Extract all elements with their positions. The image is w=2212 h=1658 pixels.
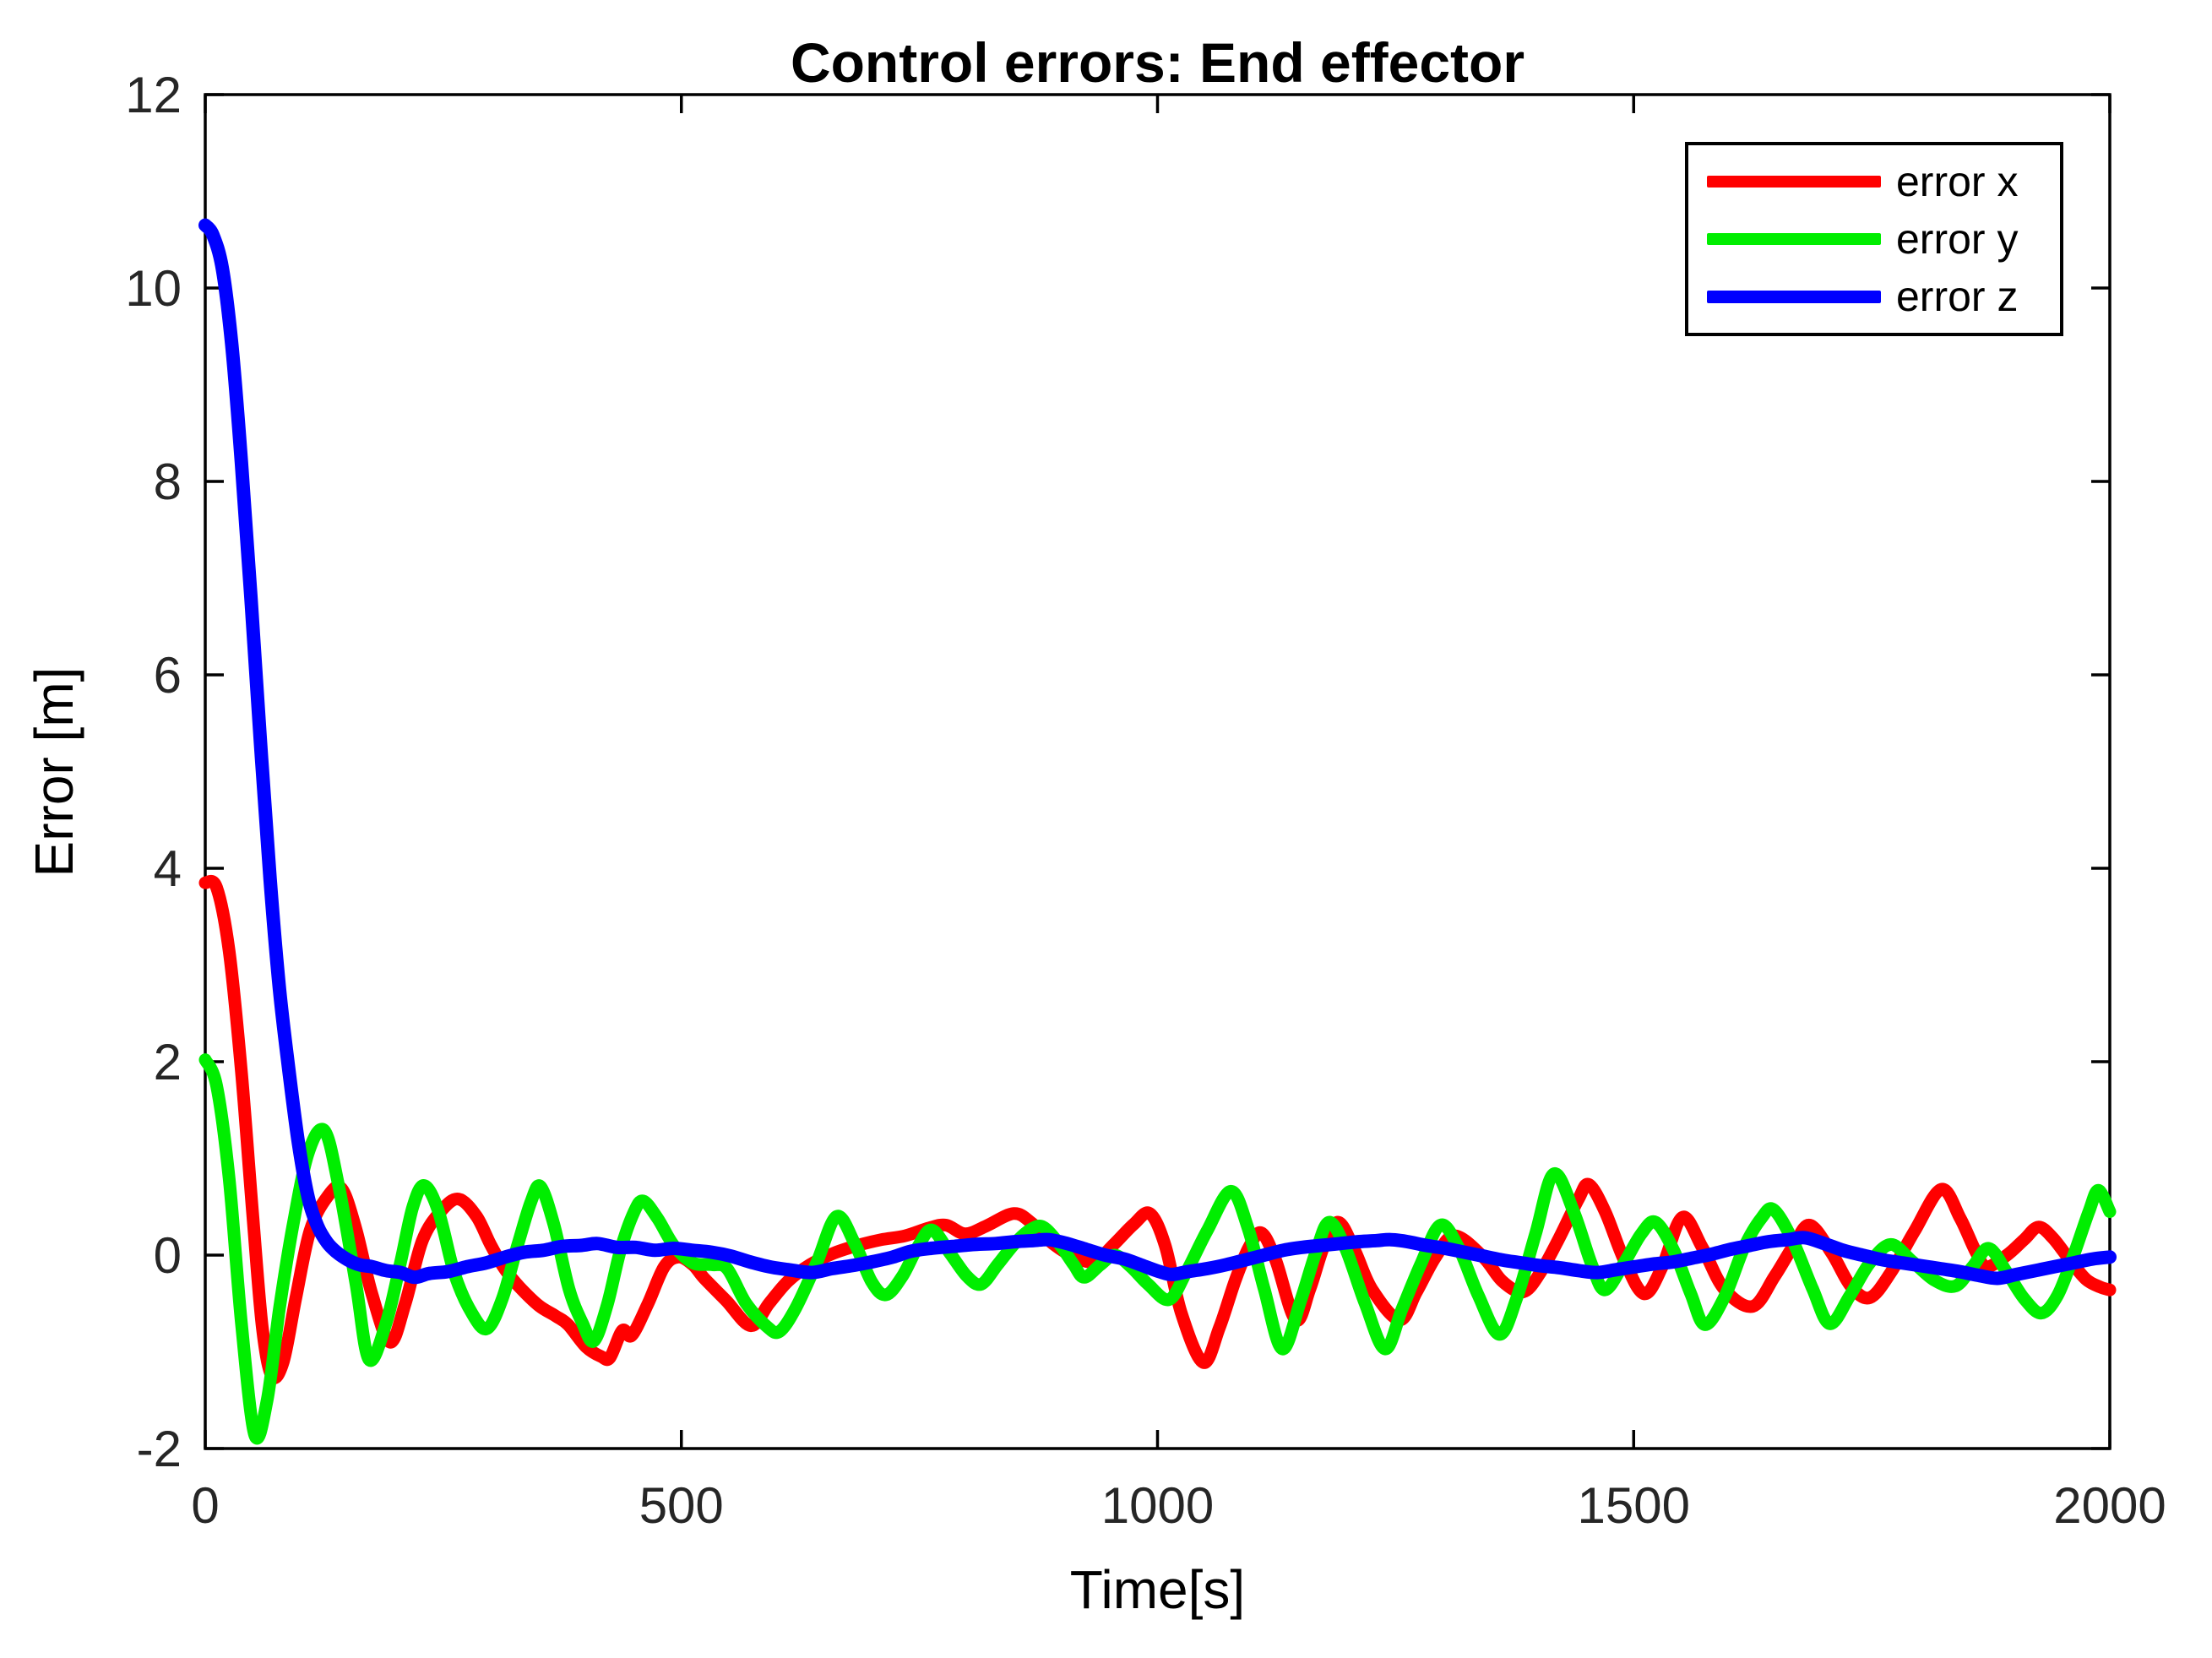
y-tick-label: 2	[154, 1034, 182, 1090]
legend-label-error-x: error x	[1896, 158, 2019, 205]
x-tick-label: 2000	[2053, 1477, 2166, 1534]
y-tick-label: 6	[154, 647, 182, 704]
legend-item-error-x: error x	[1688, 160, 2060, 203]
y-tick-label: -2	[137, 1421, 182, 1477]
legend: error x error y error z	[1685, 142, 2063, 336]
legend-label-error-y: error y	[1896, 215, 2019, 263]
x-tick-label: 0	[191, 1477, 219, 1534]
x-axis-label: Time[s]	[1069, 1559, 1246, 1620]
legend-line-error-x	[1707, 176, 1881, 188]
y-tick-label: 12	[125, 67, 182, 123]
y-tick-label: 10	[125, 260, 182, 317]
x-tick-label: 1500	[1578, 1477, 1690, 1534]
legend-item-error-y: error y	[1688, 218, 2060, 260]
series-line-error-z	[198, 218, 2117, 1286]
series-line-error-x	[198, 874, 2117, 1384]
y-tick-label: 4	[154, 840, 182, 897]
legend-line-error-z	[1707, 290, 1881, 303]
legend-item-error-z: error z	[1688, 275, 2060, 318]
y-tick-label: 8	[154, 454, 182, 510]
legend-label-error-z: error z	[1896, 273, 2019, 320]
chart-title: Control errors: End effector	[790, 31, 1525, 94]
x-tick-label: 500	[639, 1477, 724, 1534]
x-tick-label: 1000	[1101, 1477, 1214, 1534]
legend-line-error-y	[1707, 233, 1881, 245]
y-tick-label: 0	[154, 1227, 182, 1284]
